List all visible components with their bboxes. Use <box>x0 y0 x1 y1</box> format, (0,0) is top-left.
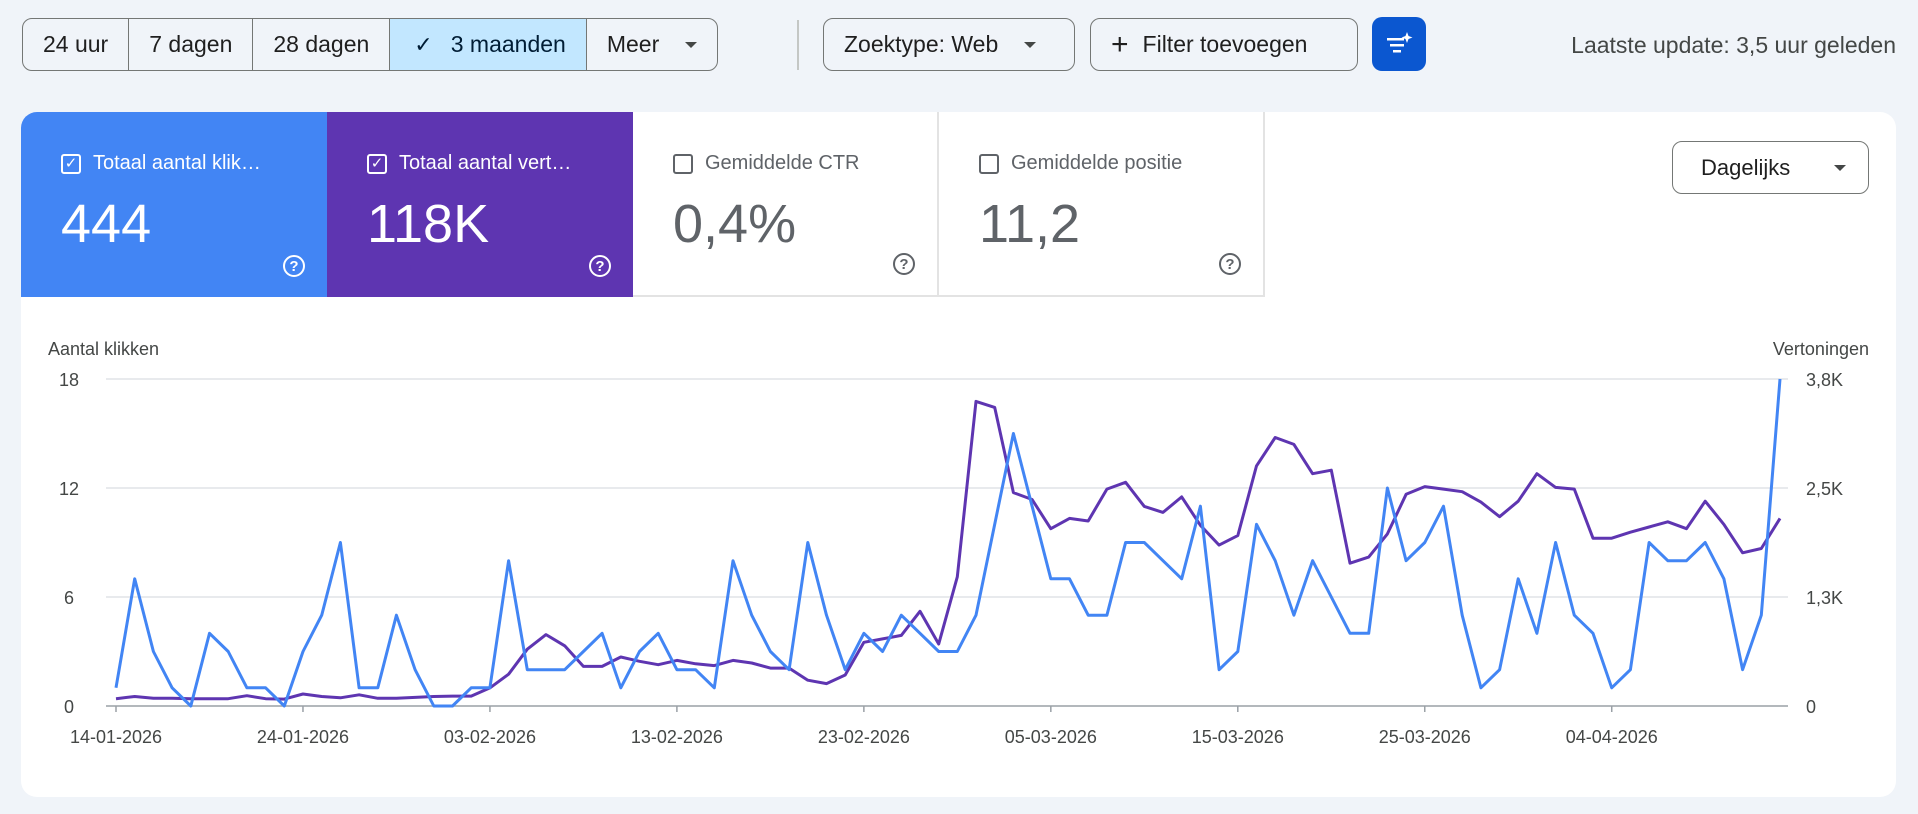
metric-label: Gemiddelde positie <box>1011 152 1183 174</box>
metric-tile-position[interactable]: Gemiddelde positie 11,2 ? <box>939 112 1265 297</box>
performance-chart: Aantal klikken Vertoningen 0 0 6 1,3K 12 2,5K… <box>48 339 1869 747</box>
add-filter-button[interactable]: + Filter toevoegen <box>1090 18 1358 71</box>
metric-value: 118K <box>367 194 490 254</box>
checkbox-unchecked-icon[interactable] <box>979 153 999 174</box>
metric-label: Totaal aantal vert… <box>399 152 572 174</box>
x-tick-label: 25-03-2026 <box>1379 727 1471 747</box>
x-tick-label: 03-02-2026 <box>444 727 536 747</box>
caret-down-icon <box>1024 41 1037 48</box>
y-left-tick-label: 12 <box>59 479 79 499</box>
metric-label: Totaal aantal klik… <box>93 152 261 174</box>
plus-icon: + <box>1111 27 1129 61</box>
metric-value: 11,2 <box>979 194 1081 254</box>
y-right-axis-title: Vertoningen <box>1773 339 1869 359</box>
filter-sparkle-icon <box>1387 32 1413 53</box>
x-tick-label: 23-02-2026 <box>818 727 910 747</box>
help-icon[interactable]: ? <box>893 253 915 275</box>
range-label: 3 maanden <box>450 31 566 57</box>
checkbox-checked-icon[interactable]: ✓ <box>367 153 387 174</box>
range-more-dropdown[interactable]: Meer <box>587 19 717 70</box>
help-icon[interactable]: ? <box>1219 253 1241 275</box>
range-3-months[interactable]: ✓ 3 maanden <box>390 19 587 70</box>
search-type-label: Zoektype: Web <box>844 31 999 57</box>
y-right-tick-label: 3,8K <box>1806 370 1843 390</box>
help-icon[interactable]: ? <box>283 255 305 277</box>
range-label: 24 uur <box>43 31 109 57</box>
y-right-tick-label: 1,3K <box>1806 588 1843 608</box>
y-right-tick-label: 2,5K <box>1806 479 1843 499</box>
range-label: 28 dagen <box>273 31 370 57</box>
granularity-label: Dagelijks <box>1701 154 1791 180</box>
range-label: Meer <box>606 31 660 57</box>
range-28-days[interactable]: 28 dagen <box>253 19 391 70</box>
last-update-text: Laatste update: 3,5 uur geleden <box>1571 32 1896 58</box>
performance-card: ✓ Totaal aantal klik… 444 ? ✓ Totaal aanta… <box>21 112 1896 797</box>
checkbox-checked-icon[interactable]: ✓ <box>61 153 81 174</box>
clicks-series-line <box>114 378 1782 708</box>
search-type-dropdown[interactable]: Zoektype: Web <box>823 18 1075 71</box>
impressions-series-line <box>115 399 1782 701</box>
caret-down-icon <box>1834 164 1846 171</box>
y-left-tick-label: 6 <box>64 588 74 608</box>
caret-down-icon <box>685 41 698 48</box>
help-icon[interactable]: ? <box>589 255 611 277</box>
x-tick-label: 15-03-2026 <box>1192 727 1284 747</box>
toolbar-divider <box>797 20 799 70</box>
x-tick-label: 13-02-2026 <box>631 727 723 747</box>
check-icon: ✓ <box>414 31 433 57</box>
metric-value: 0,4% <box>673 194 797 254</box>
y-left-tick-label: 18 <box>59 370 79 390</box>
x-tick-label: 14-01-2026 <box>70 727 162 747</box>
range-7-days[interactable]: 7 dagen <box>129 19 254 70</box>
range-label: 7 dagen <box>149 31 233 57</box>
metric-tile-impressions[interactable]: ✓ Totaal aantal vert… 118K ? <box>327 112 633 297</box>
x-tick-label: 04-04-2026 <box>1566 727 1658 747</box>
y-right-tick-label: 0 <box>1806 697 1816 717</box>
y-left-axis-title: Aantal klikken <box>48 339 159 359</box>
metric-value: 444 <box>61 194 152 254</box>
metric-tile-ctr[interactable]: Gemiddelde CTR 0,4% ? <box>633 112 939 297</box>
checkbox-unchecked-icon[interactable] <box>673 153 693 174</box>
date-range-selector: 24 uur 7 dagen 28 dagen ✓ 3 maanden Meer <box>22 18 719 71</box>
x-tick-label: 05-03-2026 <box>1005 727 1097 747</box>
ai-filter-button[interactable] <box>1372 17 1426 71</box>
metric-tile-clicks[interactable]: ✓ Totaal aantal klik… 444 ? <box>21 112 327 297</box>
range-24-hours[interactable]: 24 uur <box>23 19 130 70</box>
y-left-tick-label: 0 <box>64 697 74 717</box>
x-tick-label: 24-01-2026 <box>257 727 349 747</box>
granularity-dropdown[interactable]: Dagelijks <box>1672 141 1869 194</box>
add-filter-label: Filter toevoegen <box>1142 31 1308 57</box>
metric-label: Gemiddelde CTR <box>705 152 860 174</box>
